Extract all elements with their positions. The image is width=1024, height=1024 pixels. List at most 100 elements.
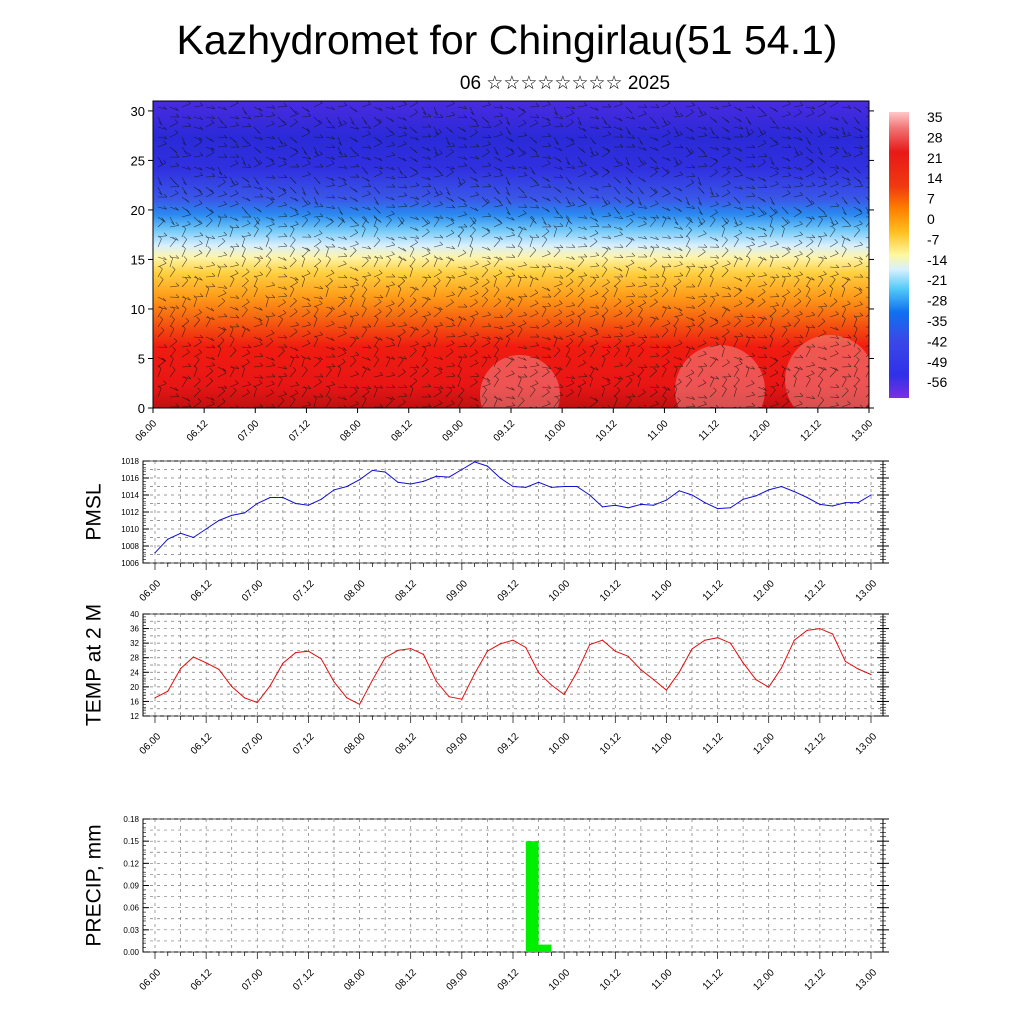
wind-barb	[421, 106, 427, 116]
wind-barb-flag	[667, 235, 672, 239]
wind-barb	[697, 342, 707, 348]
colorbar-label: -28	[927, 293, 947, 309]
wind-barb	[181, 406, 192, 408]
wind-barb	[229, 248, 235, 258]
wind-barb	[721, 250, 729, 258]
wind-barb-flag	[823, 232, 828, 236]
wind-barb	[769, 173, 779, 178]
precip-x-tick-label: 12.00	[751, 967, 777, 993]
wind-barb-flag	[807, 296, 811, 300]
wind-barb	[541, 403, 551, 408]
wind-barb-flag	[842, 132, 846, 136]
wind-barb-flag	[463, 223, 468, 228]
wind-barb-flag	[532, 246, 537, 251]
wind-barb-flag	[183, 191, 188, 195]
wind-barb	[625, 360, 633, 368]
wind-barb	[193, 298, 197, 308]
wind-barb-flag	[343, 120, 347, 124]
wind-barb-flag	[196, 356, 200, 360]
wind-barb-flag	[724, 267, 729, 271]
wind-barb-flag	[619, 161, 623, 166]
wind-barb-flag	[211, 235, 216, 239]
wind-barb	[409, 268, 413, 278]
wind-barb-flag	[787, 184, 792, 188]
wind-barb-flag	[463, 331, 467, 335]
wind-barb-flag	[355, 163, 360, 167]
wind-barb-flag	[187, 122, 192, 127]
wind-barb-flag	[449, 348, 454, 352]
wind-barb	[361, 346, 371, 349]
wind-barb-flag	[569, 268, 574, 272]
wind-barb-flag	[355, 126, 359, 130]
wind-barb	[349, 266, 359, 272]
wind-barb	[529, 356, 539, 359]
wind-barb-flag	[182, 245, 186, 249]
temp-x-tick-label: 10.00	[547, 731, 573, 757]
wind-barb	[781, 311, 790, 318]
wind-barb-flag	[187, 115, 192, 119]
wind-barb	[613, 103, 623, 108]
wind-barb-flag	[787, 111, 791, 115]
wind-barb-flag	[391, 281, 395, 285]
temp-point	[512, 639, 514, 641]
wind-barb-flag	[234, 217, 239, 222]
wind-barb	[589, 186, 599, 191]
wind-barb-flag	[290, 225, 295, 230]
wind-barb	[625, 302, 635, 308]
wind-barb-flag	[293, 328, 298, 332]
wind-barb-flag	[835, 271, 839, 275]
wind-barb	[313, 146, 319, 156]
wind-barb-flag	[182, 225, 187, 230]
wind-barb	[433, 271, 442, 278]
wind-barb	[433, 186, 439, 196]
wind-barb-flag	[522, 108, 526, 113]
wind-barb	[673, 162, 683, 168]
wind-barb-flag	[268, 246, 273, 251]
wind-barb	[313, 153, 323, 158]
wind-barb	[301, 146, 308, 155]
wind-barb	[517, 249, 523, 258]
wind-barb	[157, 309, 163, 318]
wind-barb	[505, 246, 516, 248]
wind-barb	[817, 356, 827, 361]
wind-barb-flag	[605, 169, 610, 173]
wind-barb-flag	[689, 219, 694, 224]
wind-barb-flag	[631, 252, 636, 257]
wind-barb-flag	[747, 276, 751, 280]
wind-barb	[721, 348, 725, 358]
wind-barb-flag	[295, 220, 299, 225]
wind-barb-flag	[386, 285, 390, 289]
wind-barb-flag	[606, 377, 611, 382]
wind-barb	[433, 126, 439, 136]
wind-barb	[745, 279, 751, 288]
wind-barb	[805, 185, 815, 188]
wind-barb-flag	[379, 255, 384, 259]
wind-barb-flag	[486, 198, 490, 203]
wind-barb-flag	[256, 257, 261, 261]
wind-barb	[541, 386, 551, 389]
wind-barb-flag	[842, 305, 847, 310]
wind-barb	[505, 234, 515, 238]
wind-barb	[397, 402, 406, 408]
wind-barb-flag	[163, 205, 167, 210]
wind-barb	[265, 259, 272, 268]
wind-barb-flag	[325, 245, 329, 249]
wind-barb-flag	[546, 117, 551, 122]
warm-area	[675, 345, 765, 408]
wind-barb-flag	[625, 265, 629, 269]
wind-barb-flag	[294, 148, 299, 152]
wind-barb-flag	[655, 273, 660, 278]
wind-barb	[757, 162, 766, 168]
wind-barb-flag	[474, 349, 479, 353]
wind-barb-flag	[547, 155, 552, 159]
wind-barb	[421, 176, 431, 181]
temp-point	[806, 629, 808, 632]
wind-barb	[613, 365, 623, 368]
wind-barb-flag	[843, 375, 847, 380]
wind-barb-flag	[594, 397, 599, 402]
wind-barb-flag	[462, 198, 466, 203]
wind-barb	[529, 292, 539, 298]
wind-barb-flag	[398, 255, 403, 260]
wind-barb	[553, 106, 558, 116]
wind-barb-flag	[247, 183, 252, 188]
